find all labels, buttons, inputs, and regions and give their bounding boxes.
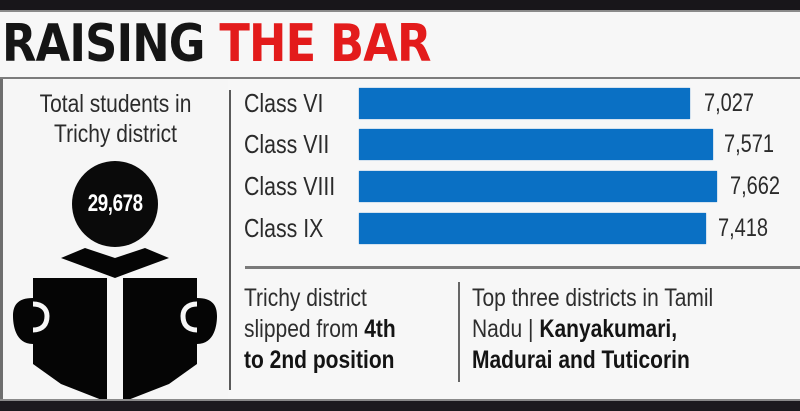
headline: RAISING THE BAR — [2, 14, 431, 74]
note-trichy-position: Trichy district slipped from 4th to 2nd … — [244, 283, 396, 376]
notes-divider — [458, 282, 460, 382]
note-left-line3: to 2nd position — [244, 346, 395, 374]
person-reading-book-icon — [13, 248, 217, 402]
total-students-value: 29,678 — [87, 190, 143, 217]
bar-row-class-viii: Class VIII 7,662 — [232, 165, 800, 207]
bar-label: Class VI — [244, 88, 324, 118]
left-border — [0, 79, 3, 401]
bar-row-class-vi: Class VI 7,027 — [232, 82, 800, 124]
note-right-line2: Nadu | Kanyakumari, — [472, 315, 678, 343]
bar-class-ix — [359, 213, 706, 244]
total-students-panel: Total students in Trichy district 29,678 — [3, 79, 228, 402]
bar-value: 7,662 — [730, 172, 781, 200]
bottom-bar — [0, 401, 800, 411]
note-left-line2: slipped from 4th — [244, 315, 396, 343]
bar-label: Class VIII — [244, 171, 336, 201]
bar-value: 7,418 — [718, 214, 769, 242]
panel-divider — [229, 90, 231, 390]
bottom-rule — [0, 399, 800, 401]
top-rule — [0, 10, 800, 12]
headline-part1: RAISING — [2, 14, 206, 74]
subtitle-line1: Total students in — [39, 90, 192, 118]
bar-class-vi — [359, 88, 690, 119]
chart-notes-divider — [245, 266, 800, 269]
note-right-line1: Top three districts in Tamil — [472, 284, 714, 312]
note-top-districts: Top three districts in Tamil Nadu | Kany… — [472, 283, 713, 376]
bar-value: 7,571 — [724, 130, 775, 158]
note-left-line1: Trichy district — [244, 284, 367, 312]
bar-row-class-ix: Class IX 7,418 — [232, 207, 800, 249]
bar-chart: Class VI 7,027 Class VII 7,571 Class VII… — [232, 82, 800, 262]
top-bar — [0, 0, 800, 10]
bar-label: Class VII — [244, 129, 330, 159]
bar-row-class-vii: Class VII 7,571 — [232, 123, 800, 165]
bar-class-vii — [359, 129, 713, 160]
total-students-badge: 29,678 — [72, 161, 158, 247]
subtitle-line2: Trichy district — [54, 120, 177, 148]
bar-class-viii — [359, 171, 717, 202]
bar-value: 7,027 — [704, 89, 755, 117]
total-students-label: Total students in Trichy district — [21, 89, 210, 149]
header-divider — [0, 77, 800, 79]
bar-label: Class IX — [244, 213, 324, 243]
headline-part2: THE BAR — [219, 14, 431, 74]
note-right-line3: Madurai and Tuticorin — [472, 346, 690, 374]
